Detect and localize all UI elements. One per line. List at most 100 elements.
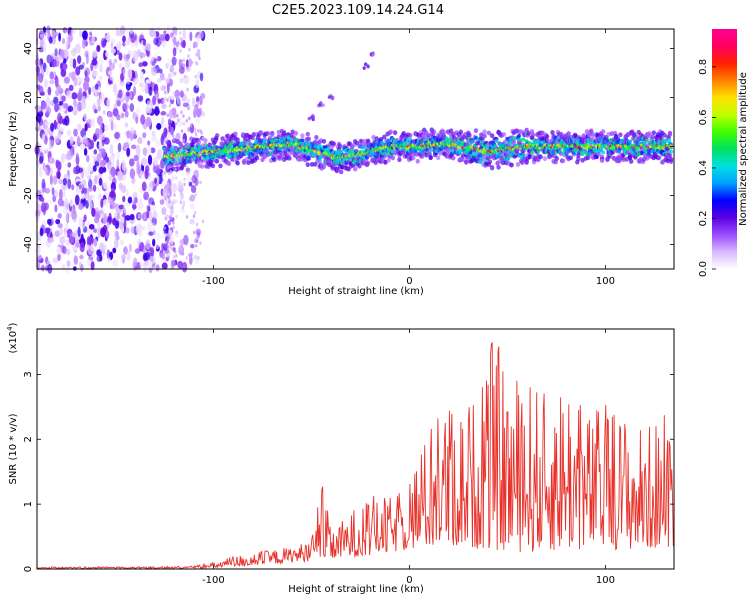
spectrogram-cell <box>210 163 216 169</box>
spectrogram-cell <box>43 202 49 211</box>
spectrogram-cell <box>109 75 114 81</box>
spectrogram-cell <box>49 71 55 80</box>
spectrogram-cell <box>92 165 97 172</box>
spectrogram-cell <box>194 100 197 105</box>
spectrogram-cell <box>196 48 201 58</box>
spectrogram-cell <box>142 38 147 46</box>
spectrogram-cell <box>75 242 80 248</box>
spectrogram-cell <box>75 66 81 76</box>
spectrogram-cell <box>54 230 61 237</box>
spectrogram-cell <box>74 194 80 206</box>
spectrogram-cell <box>105 51 109 58</box>
spectrogram-cell <box>355 140 360 146</box>
snr-ytick-label: 2 <box>23 436 34 442</box>
spectrogram-cell <box>117 142 122 153</box>
spectrogram-cell <box>580 152 585 157</box>
spectrogram-cell <box>43 149 49 155</box>
spectrogram-cell <box>141 157 148 166</box>
spectrogram-cell <box>363 62 368 67</box>
spectrogram-cell <box>182 58 186 63</box>
spectrogram-cell <box>102 244 107 251</box>
spectrogram-cell <box>199 129 202 133</box>
spectrogram-cell <box>58 178 63 185</box>
spectrogram-cell <box>165 197 170 205</box>
spectrogram-cell <box>134 248 141 254</box>
spectrogram-cell <box>63 76 70 84</box>
spectrogram-cell <box>62 26 68 34</box>
spectrogram-panel: -100 0 100 -40 -20 0 20 40 Height of straight l… <box>8 25 675 297</box>
spectrogram-cell <box>156 77 163 83</box>
spectrogram-cell <box>79 143 86 150</box>
spectrogram-cell <box>67 162 72 168</box>
spectrogram-cell <box>106 221 110 229</box>
spectrogram-cell <box>141 61 148 67</box>
spectrogram-cell <box>88 87 92 95</box>
spectrogram-cell <box>471 151 476 156</box>
spectrogram-cell <box>44 126 50 136</box>
spectrogram-cell <box>95 98 102 106</box>
spectrogram-cell <box>165 137 169 142</box>
spectrogram-cell <box>64 222 69 231</box>
spectrogram-cell <box>194 255 197 259</box>
spectrogram-cell <box>140 52 146 58</box>
spectrogram-cell <box>92 135 98 142</box>
spectrogram-cell <box>51 187 55 196</box>
spectrogram-cell <box>165 240 168 245</box>
spectrogram-cell <box>198 151 202 156</box>
spectrogram-cell <box>305 131 310 137</box>
spectrogram-cell <box>179 37 182 41</box>
spectrogram-xtick-label: -100 <box>202 276 225 287</box>
spectrogram-cell <box>57 112 62 124</box>
colorbar-tick-label: 0.6 <box>698 109 709 125</box>
spectrogram-cell <box>67 178 72 190</box>
spectrogram-cell <box>179 90 184 98</box>
spectrogram-cell <box>97 193 102 200</box>
spectrogram-cell <box>171 259 176 267</box>
spectrogram-cell <box>628 159 634 164</box>
spectrogram-cell <box>57 223 63 229</box>
snr-ytick-label: 3 <box>23 371 34 377</box>
spectrogram-cell <box>192 44 196 49</box>
spectrogram-cell <box>93 149 98 155</box>
spectrogram-cell <box>72 47 76 54</box>
spectrogram-cell <box>36 66 40 77</box>
spectrogram-cell <box>87 162 93 172</box>
spectrogram-cell <box>365 160 371 166</box>
spectrogram-cell <box>339 149 344 154</box>
spectrogram-cell <box>128 68 133 80</box>
spectrogram-cell <box>146 204 151 211</box>
snr-panel: -100 0 100 0 1 2 3 Height of straight line (km… <box>6 322 675 595</box>
spectrogram-cell <box>102 199 109 207</box>
spectrogram-cell <box>120 25 126 35</box>
spectrogram-cell <box>167 58 171 68</box>
spectrogram-cell <box>226 161 232 167</box>
spectrogram-cell <box>182 102 189 108</box>
spectrogram-cell <box>278 149 284 155</box>
spectrogram-cell <box>600 129 606 134</box>
spectrogram-cell <box>198 56 201 61</box>
spectrogram-cell <box>668 156 674 162</box>
spectrogram-cell <box>78 64 84 70</box>
spectrogram-cell <box>84 67 91 77</box>
spectrogram-cell <box>168 183 172 187</box>
spectrogram-cell <box>188 181 193 187</box>
spectrogram-cell <box>122 102 129 111</box>
spectrogram-cell <box>77 55 82 64</box>
spectrogram-cell <box>169 246 173 250</box>
spectrogram-cell <box>196 161 199 166</box>
spectrogram-cell <box>186 97 190 104</box>
spectrogram-cell <box>94 175 98 185</box>
spectrogram-cell <box>187 106 190 111</box>
spectrogram-cell <box>451 155 456 161</box>
spectrogram-cell <box>49 79 55 85</box>
spectrogram-cell <box>161 132 167 139</box>
spectrogram-cell <box>53 96 59 105</box>
spectrogram-cell <box>195 191 198 195</box>
spectrogram-cell <box>194 74 197 79</box>
spectrogram-cell <box>120 239 124 246</box>
spectrogram-cell <box>186 87 189 92</box>
spectrogram-cell <box>74 43 81 54</box>
spectrogram-cell <box>167 131 171 140</box>
spectrogram-cell <box>121 112 125 119</box>
